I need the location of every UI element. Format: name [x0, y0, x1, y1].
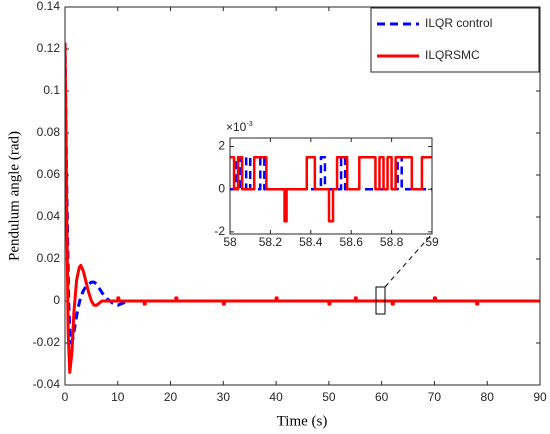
x-tick-label: 80	[481, 390, 495, 404]
x-tick-label: 58.2	[259, 235, 283, 249]
y-multiplier-base: ×10	[226, 120, 247, 134]
x-tick-label: 58.6	[340, 235, 364, 249]
x-tick-label: 50	[322, 390, 336, 404]
data-line	[230, 155, 432, 223]
x-tick-label: 60	[375, 390, 389, 404]
y-tick-label: 0.06	[37, 167, 61, 181]
y-axis-label: Pendulum angle (rad)	[6, 131, 22, 261]
y-tick-label: 0.14	[37, 0, 61, 13]
y-tick-label: 0	[53, 293, 60, 307]
y-tick-label: 0.1	[43, 83, 60, 97]
axes-box	[229, 137, 433, 235]
y-tick-label: -2	[214, 224, 225, 238]
zoom-connector	[384, 233, 433, 288]
x-tick-label: 40	[269, 390, 283, 404]
y-tick-label: -0.02	[33, 335, 61, 349]
y-tick-label: 0.08	[37, 125, 61, 139]
x-tick-label: 20	[164, 390, 178, 404]
x-tick-label: 58.4	[299, 235, 323, 249]
y-tick-label: 0.12	[37, 41, 61, 55]
plot-area	[230, 155, 432, 223]
y-multiplier: ×10-3	[226, 120, 253, 134]
y-tick-label: 0	[218, 181, 225, 195]
x-tick-label: 90	[533, 390, 547, 404]
x-axis-label: Time (s)	[277, 413, 328, 429]
x-tick-label: 58.8	[380, 235, 404, 249]
data-line	[65, 42, 540, 374]
y-tick-label: 0.02	[37, 251, 61, 265]
legend-label: ILQR control	[425, 16, 492, 30]
x-tick-label: 0	[62, 390, 69, 404]
x-tick-label: 10	[111, 390, 125, 404]
y-tick-label: 0.04	[37, 209, 61, 223]
x-tick-label: 30	[217, 390, 231, 404]
legend-label: ILQRSMC	[425, 48, 480, 62]
y-multiplier-power: -3	[246, 121, 252, 128]
legend-box	[370, 7, 540, 73]
y-tick-label: 2	[218, 139, 225, 153]
y-tick-label: -0.04	[33, 377, 61, 391]
zoom-region	[375, 286, 386, 315]
x-tick-label: 70	[428, 390, 442, 404]
x-tick-label: 58	[223, 235, 237, 249]
data-line	[65, 42, 498, 345]
x-tick-label: 59	[425, 235, 439, 249]
axes-box	[64, 6, 541, 386]
plot-area	[65, 42, 540, 374]
